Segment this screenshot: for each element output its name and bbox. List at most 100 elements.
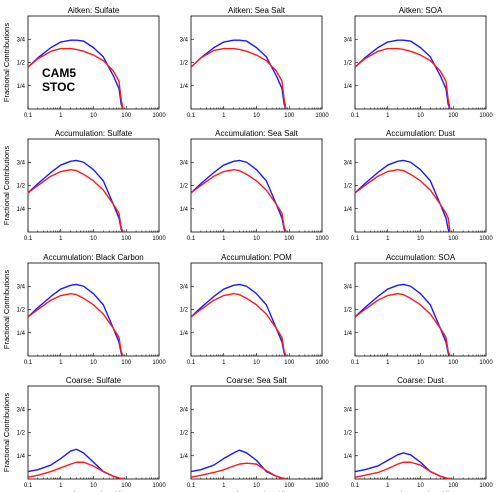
y-tick-label: 1/4 <box>180 454 189 460</box>
panel-title: Coarse: Dust <box>397 376 444 385</box>
x-tick-label: 1 <box>59 483 63 489</box>
y-axis-label: Fractional Contributions <box>2 23 11 102</box>
y-tick-label: 1/2 <box>344 431 353 437</box>
panel-title: Aitken: SOA <box>399 6 443 15</box>
x-tick-label: 100 <box>284 113 295 119</box>
panel-accumulation-black-carbon: Accumulation: Black Carbon 0.1 1 10 100 1000 1… <box>2 253 166 366</box>
x-tick-label: 0.1 <box>351 483 360 489</box>
panel-title: Aitken: Sulfate <box>68 6 120 15</box>
x-tick-label: 0.1 <box>24 483 33 489</box>
x-axis-label: Rain Rate (mm/d) <box>391 490 451 492</box>
plot-frame <box>354 138 487 233</box>
panel-title: Accumulation: Dust <box>386 129 456 138</box>
y-tick-label: 3/4 <box>17 160 26 166</box>
panel-title: Accumulation: Sea Salt <box>215 129 298 138</box>
panel-coarse-sulfate: Coarse: Sulfate 0.1 1 10 100 1000 1/4 1/2 3/4 Fra… <box>2 376 166 492</box>
y-tick-label: 3/4 <box>180 284 189 290</box>
x-tick-label: 1000 <box>315 236 329 242</box>
x-tick-label: 100 <box>448 113 459 119</box>
series-line-stoc <box>190 47 287 110</box>
x-tick-label: 0.1 <box>187 113 196 119</box>
y-tick-label: 1/4 <box>17 84 26 90</box>
y-axis-label: Fractional Contributions <box>2 146 11 225</box>
x-tick-label: 0.1 <box>351 236 360 242</box>
x-tick-label: 10 <box>417 113 424 119</box>
y-tick-label: 1/2 <box>344 308 353 314</box>
panel-accumulation-pom: Accumulation: POM 0.1 1 10 100 1000 1/4 1/2 3/4 <box>180 253 330 366</box>
plot-frame <box>190 138 323 233</box>
y-axis-label: Fractional Contributions <box>2 270 11 349</box>
plot-frame <box>27 15 160 110</box>
x-tick-label: 0.1 <box>351 360 360 366</box>
plot-frame <box>354 15 487 110</box>
y-tick-label: 1/4 <box>344 207 353 213</box>
series-line-cam5 <box>27 283 124 357</box>
x-tick-label: 10 <box>253 483 260 489</box>
y-tick-label: 1/2 <box>180 308 189 314</box>
panel-aitken-sulfate: Aitken: Sulfate 0.1 1 10 100 1000 1/4 1/2 3/4 Fra… <box>2 6 166 119</box>
series-line-stoc <box>354 292 451 357</box>
x-tick-label: 1000 <box>479 483 493 489</box>
x-tick-label: 100 <box>284 236 295 242</box>
x-tick-label: 1000 <box>479 236 493 242</box>
y-tick-label: 1/4 <box>180 207 189 213</box>
panel-title: Accumulation: POM <box>221 253 292 262</box>
x-tick-label: 1 <box>386 113 390 119</box>
x-tick-label: 1000 <box>152 236 166 242</box>
y-tick-label: 1/2 <box>17 61 26 67</box>
y-tick-label: 1/2 <box>180 184 189 190</box>
series-line-stoc <box>27 168 124 233</box>
panel-coarse-sea-salt: Coarse: Sea Salt 0.1 1 10 100 1000 1/4 1/2 3/4 Ra… <box>180 376 330 492</box>
y-tick-label: 3/4 <box>180 37 189 43</box>
panel-grid: Aitken: Sulfate 0.1 1 10 100 1000 1/4 1/2 3/4 Fra… <box>2 6 493 492</box>
y-tick-label: 3/4 <box>344 160 353 166</box>
x-tick-label: 100 <box>448 236 459 242</box>
x-axis-label: Rain Rate (mm/d) <box>227 490 287 492</box>
x-tick-label: 100 <box>448 483 459 489</box>
panel-title: Coarse: Sea Salt <box>226 376 287 385</box>
x-tick-label: 10 <box>90 236 97 242</box>
x-tick-label: 1000 <box>152 483 166 489</box>
series-line-cam5 <box>190 39 287 110</box>
x-tick-label: 1000 <box>479 113 493 119</box>
x-tick-label: 10 <box>417 236 424 242</box>
x-tick-label: 0.1 <box>24 236 33 242</box>
series-line-stoc <box>354 168 451 233</box>
y-tick-label: 1/2 <box>17 184 26 190</box>
panel-title: Accumulation: Black Carbon <box>43 253 144 262</box>
x-tick-label: 1000 <box>315 360 329 366</box>
x-tick-label: 1 <box>386 483 390 489</box>
x-tick-label: 0.1 <box>187 483 196 489</box>
plot-frame <box>27 138 160 233</box>
legend-label-stoc: STOC <box>42 80 75 94</box>
panel-accumulation-dust: Accumulation: Dust 0.1 1 10 100 1000 1/4 1/2 3/4 <box>344 129 494 242</box>
series-line-cam5 <box>27 39 124 110</box>
x-tick-label: 1000 <box>152 360 166 366</box>
y-tick-label: 1/2 <box>180 431 189 437</box>
series-line-stoc <box>190 292 287 357</box>
series-line-cam5 <box>354 39 451 110</box>
panel-aitken-sea-salt: Aitken: Sea Salt 0.1 1 10 100 1000 1/4 1/2 3/4 <box>180 6 330 119</box>
y-tick-label: 1/2 <box>17 431 26 437</box>
x-tick-label: 100 <box>121 483 132 489</box>
series-line-stoc <box>190 168 287 233</box>
plot-frame <box>190 15 323 110</box>
y-tick-label: 1/4 <box>344 454 353 460</box>
x-tick-label: 10 <box>253 236 260 242</box>
x-tick-label: 0.1 <box>351 113 360 119</box>
x-tick-label: 10 <box>90 113 97 119</box>
y-tick-label: 1/4 <box>344 331 353 337</box>
y-tick-label: 1/4 <box>180 84 189 90</box>
x-tick-label: 10 <box>90 360 97 366</box>
series-line-cam5 <box>27 159 124 233</box>
plot-frame <box>354 262 487 357</box>
y-tick-label: 1/4 <box>17 454 26 460</box>
series-line-cam5 <box>190 159 287 233</box>
series-line-stoc <box>27 47 124 110</box>
x-tick-label: 10 <box>253 113 260 119</box>
x-tick-label: 1 <box>59 113 63 119</box>
series-line-stoc <box>190 462 287 480</box>
x-tick-label: 100 <box>121 236 132 242</box>
legend-label-cam5: CAM5 <box>42 66 76 80</box>
x-tick-label: 10 <box>417 483 424 489</box>
